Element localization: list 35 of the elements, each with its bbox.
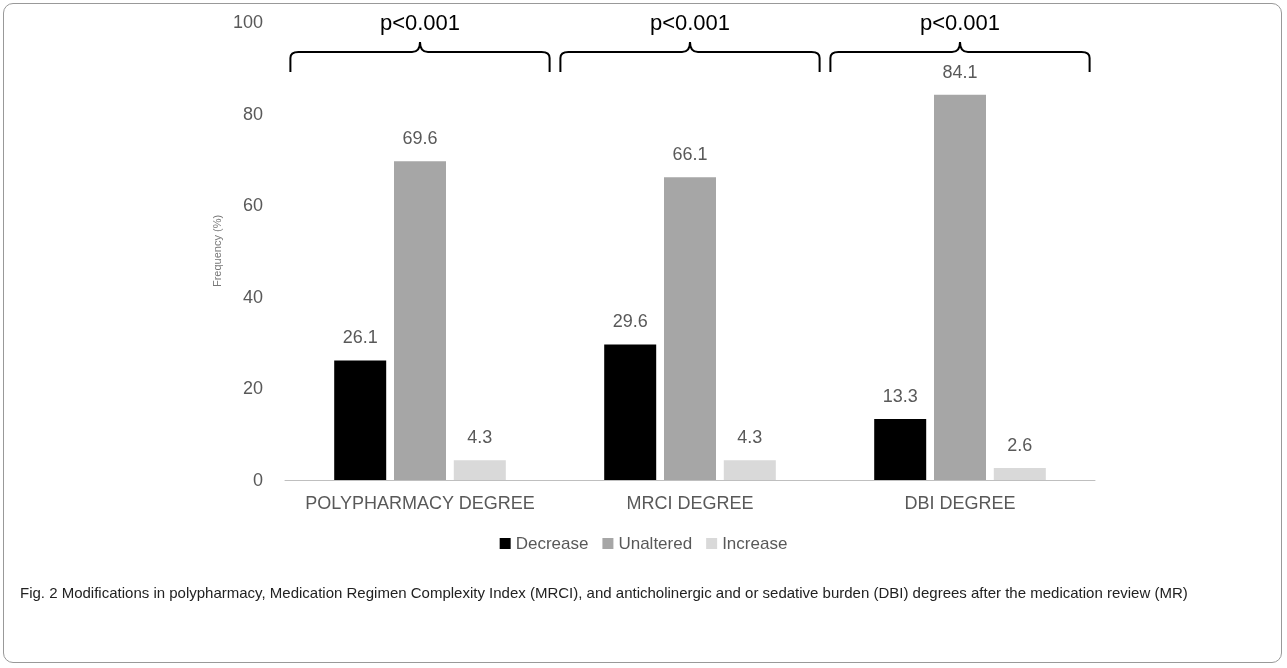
bar (993, 468, 1046, 480)
bar (453, 460, 506, 480)
data-label: 2.6 (1007, 435, 1033, 456)
bar (394, 161, 446, 480)
legend-label: Decrease (515, 534, 589, 553)
annotation: p<0.001 (379, 10, 461, 35)
bar (334, 360, 387, 480)
data-label: 84.1 (942, 61, 978, 82)
bar (723, 460, 776, 480)
bar (664, 177, 716, 480)
legend-label: Increase (722, 534, 788, 553)
bar (874, 419, 927, 480)
y-tick-label: 40 (242, 286, 263, 307)
y-tick-label: 20 (242, 378, 263, 399)
data-label: 4.3 (467, 427, 493, 448)
data-label: 26.1 (342, 327, 378, 348)
data-label: 66.1 (672, 144, 708, 165)
x-tick-label: DBI DEGREE (904, 493, 1016, 513)
data-label: 4.3 (737, 427, 763, 448)
data-label: 13.3 (882, 386, 918, 407)
y-axis-title: Frequency (%) (210, 214, 223, 288)
legend-label: Unaltered (618, 534, 693, 553)
bar (604, 344, 657, 480)
bar (934, 94, 986, 480)
y-tick-label: 80 (242, 103, 263, 124)
data-label: 69.6 (402, 128, 438, 149)
annotation: p<0.001 (919, 10, 1001, 35)
data-label: 29.6 (612, 311, 648, 332)
y-tick-label: 100 (232, 12, 263, 32)
caption: Fig. 2 Modifications in polypharmacy, Medication Regimen Complexity Index (MRCI), and anticholinergic and or sedative burden (DBI) degrees after the medication review (MR) (20, 583, 1189, 603)
y-tick-label: 60 (242, 195, 263, 216)
y-tick-label: 0 (252, 470, 263, 490)
x-tick-label: POLYPHARMACY DEGREE (305, 493, 535, 513)
annotation: p<0.001 (649, 10, 731, 35)
x-tick-label: MRCI DEGREE (626, 493, 754, 513)
